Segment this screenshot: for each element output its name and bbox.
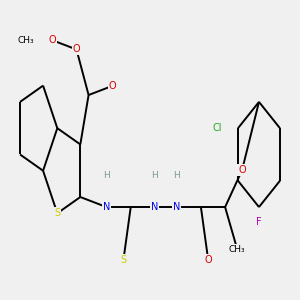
Text: O: O — [109, 81, 116, 91]
Text: O: O — [204, 255, 212, 265]
Text: H: H — [173, 171, 180, 180]
Text: H: H — [152, 171, 158, 180]
Text: CH₃: CH₃ — [18, 36, 34, 45]
Text: S: S — [120, 255, 127, 265]
Text: F: F — [256, 217, 262, 227]
Text: N: N — [103, 202, 110, 212]
Text: O: O — [238, 165, 246, 175]
Text: O: O — [73, 44, 80, 55]
Text: Cl: Cl — [213, 123, 222, 133]
Text: N: N — [151, 202, 159, 212]
Text: CH₃: CH₃ — [229, 244, 245, 253]
Text: H: H — [103, 171, 110, 180]
Text: O: O — [49, 35, 56, 45]
Text: N: N — [173, 202, 180, 212]
Text: S: S — [54, 208, 60, 218]
